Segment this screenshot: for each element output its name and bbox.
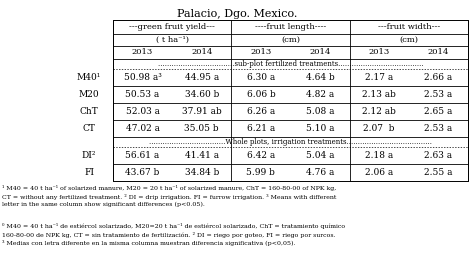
Text: Palacio, Dgo. Mexico.: Palacio, Dgo. Mexico. — [177, 9, 297, 19]
Text: 2.12 ab: 2.12 ab — [362, 107, 396, 116]
Text: 2.65 a: 2.65 a — [424, 107, 453, 116]
Text: ..................................sub-plot fertilized treatments................: ..................................sub-pl… — [158, 60, 423, 68]
Text: 50.53 a: 50.53 a — [126, 90, 160, 99]
Text: 2.53 a: 2.53 a — [424, 90, 453, 99]
Text: 2.66 a: 2.66 a — [424, 73, 453, 82]
Text: ---green fruit yield---: ---green fruit yield--- — [129, 23, 215, 31]
Text: 34.60 b: 34.60 b — [184, 90, 219, 99]
Text: 43.67 b: 43.67 b — [126, 168, 160, 177]
Text: 2.13 ab: 2.13 ab — [362, 90, 396, 99]
Text: 4.82 a: 4.82 a — [306, 90, 334, 99]
Text: 2014: 2014 — [310, 49, 331, 57]
Text: 5.08 a: 5.08 a — [306, 107, 334, 116]
Text: ---fruit width---: ---fruit width--- — [378, 23, 440, 31]
Text: (cm): (cm) — [399, 36, 419, 44]
Text: 4.76 a: 4.76 a — [306, 168, 334, 177]
Text: CT: CT — [82, 124, 95, 133]
Text: ( t ha⁻¹): ( t ha⁻¹) — [155, 36, 189, 44]
Text: 6.26 a: 6.26 a — [247, 107, 275, 116]
Text: M20: M20 — [79, 90, 100, 99]
Text: 34.84 b: 34.84 b — [184, 168, 219, 177]
Text: 2.06 a: 2.06 a — [365, 168, 393, 177]
Text: 4.64 b: 4.64 b — [306, 73, 335, 82]
Text: 41.41 a: 41.41 a — [185, 151, 219, 160]
Text: 50.98 a³: 50.98 a³ — [124, 73, 162, 82]
Text: 5.04 a: 5.04 a — [306, 151, 334, 160]
Text: 37.91 ab: 37.91 ab — [182, 107, 222, 116]
Text: 2.17 a: 2.17 a — [365, 73, 393, 82]
Text: 2013: 2013 — [369, 49, 390, 57]
Bar — [113, 20, 468, 181]
Text: 2.63 a: 2.63 a — [424, 151, 453, 160]
Text: FI: FI — [84, 168, 94, 177]
Text: M40¹: M40¹ — [77, 73, 101, 82]
Text: ⁰ M40 = 40 t ha⁻¹ de estiércol solarizado, M20=20 t ha⁻¹ de estiércol solarizado: ⁰ M40 = 40 t ha⁻¹ de estiércol solarizad… — [2, 223, 345, 246]
Text: 47.02 a: 47.02 a — [126, 124, 160, 133]
Text: 2.18 a: 2.18 a — [365, 151, 393, 160]
Text: 44.95 a: 44.95 a — [185, 73, 219, 82]
Text: 5.99 b: 5.99 b — [246, 168, 275, 177]
Text: ..................................Whole plots, irrigation treatments............: ..................................Whole … — [149, 138, 432, 146]
Text: 2.53 a: 2.53 a — [424, 124, 453, 133]
Text: 6.42 a: 6.42 a — [247, 151, 275, 160]
Text: 2014: 2014 — [191, 49, 212, 57]
Text: 6.06 b: 6.06 b — [246, 90, 275, 99]
Text: 52.03 a: 52.03 a — [126, 107, 160, 116]
Text: 6.30 a: 6.30 a — [247, 73, 275, 82]
Text: 2.55 a: 2.55 a — [424, 168, 453, 177]
Text: 56.61 a: 56.61 a — [126, 151, 160, 160]
Text: 2.07  b: 2.07 b — [364, 124, 395, 133]
Text: 6.21 a: 6.21 a — [247, 124, 275, 133]
Text: 2013: 2013 — [132, 49, 153, 57]
Text: ChT: ChT — [80, 107, 99, 116]
Text: DI²: DI² — [82, 151, 96, 160]
Text: 5.10 a: 5.10 a — [306, 124, 334, 133]
Text: ¹ M40 = 40 t ha⁻¹ of solarized manure, M20 = 20 t ha⁻¹ of solarized manure, ChT : ¹ M40 = 40 t ha⁻¹ of solarized manure, M… — [2, 185, 337, 207]
Text: (cm): (cm) — [281, 36, 300, 44]
Text: 2013: 2013 — [250, 49, 272, 57]
Text: 35.05 b: 35.05 b — [184, 124, 219, 133]
Text: 2014: 2014 — [428, 49, 449, 57]
Text: ----fruit length----: ----fruit length---- — [255, 23, 326, 31]
